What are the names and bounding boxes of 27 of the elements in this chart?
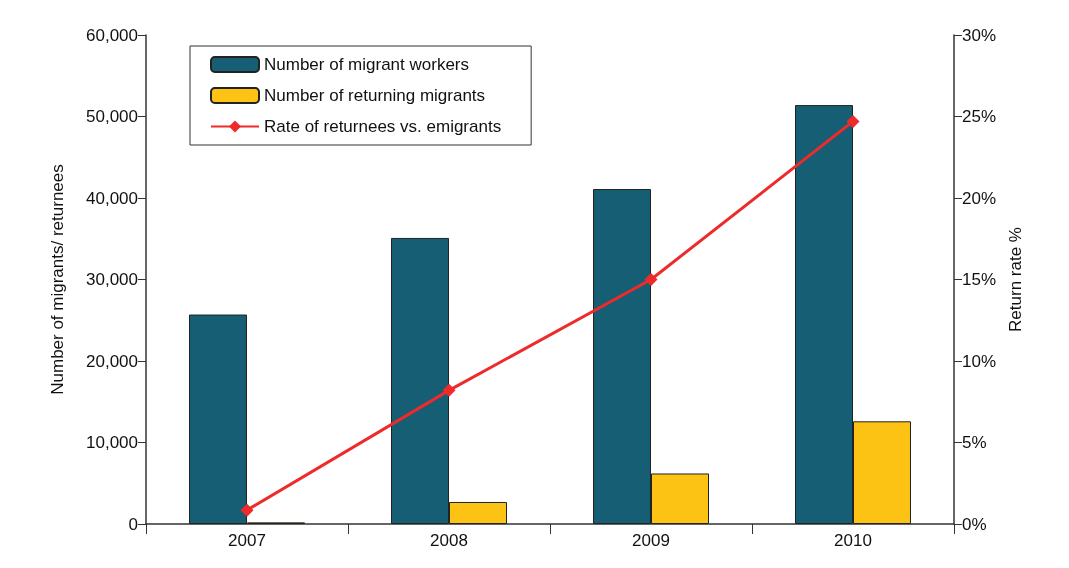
x-tick-label: 2009: [632, 531, 670, 550]
x-tick-label: 2007: [228, 531, 266, 550]
point: [442, 383, 456, 397]
legend-label: Rate of returnees vs. emigrants: [264, 117, 502, 136]
y-tick-label: 0: [128, 514, 138, 534]
point: [846, 114, 860, 128]
legend-label: Number of returning migrants: [264, 86, 486, 105]
y-tick-label: 30,000: [86, 270, 138, 289]
y-tick-label: 20,000: [86, 351, 138, 371]
y2-tick-label: 5%: [962, 433, 987, 452]
y2-tick-label: 15%: [962, 270, 997, 289]
y2-tick-label: 10%: [962, 351, 997, 371]
y-tick-label: 60,000: [86, 25, 138, 45]
y-tick-label: 40,000: [86, 188, 138, 208]
y2-tick-label: 20%: [962, 188, 997, 208]
y2-tick-label: 0%: [962, 514, 987, 534]
y-axis-title: Number of migrants/ returnees: [48, 164, 67, 395]
x-tick-label: 2010: [834, 531, 872, 550]
x-tick-label: 2008: [430, 531, 468, 550]
point: [240, 503, 254, 517]
y2-tick-label: 25%: [962, 107, 997, 126]
y2-axis-title: Return rate %: [1005, 227, 1025, 332]
y-tick-label: 10,000: [86, 433, 138, 452]
legend-label: Number of migrant workers: [264, 55, 470, 74]
y2-tick-label: 30%: [962, 25, 997, 45]
y-tick-label: 50,000: [86, 107, 138, 126]
point: [644, 273, 658, 286]
